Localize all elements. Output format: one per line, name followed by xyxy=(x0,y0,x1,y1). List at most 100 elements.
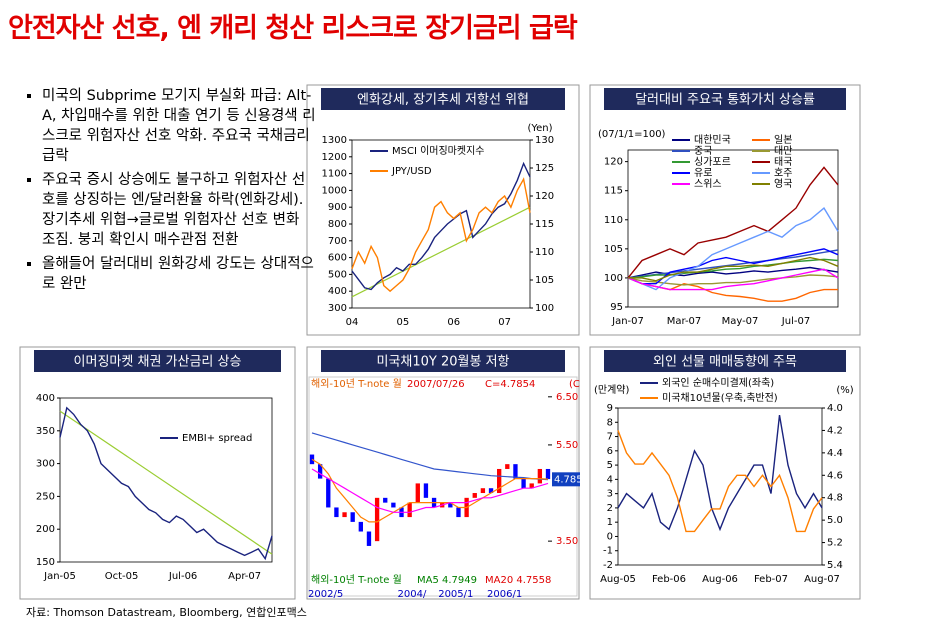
legend-label: 태국 xyxy=(774,156,792,168)
y-tick-label: 400 xyxy=(36,393,55,404)
panel-title: 엔화강세, 장기추세 저항선 위협 xyxy=(357,93,529,108)
panel-header xyxy=(321,350,565,372)
y2-tick-label: 5.4 xyxy=(827,560,843,571)
series-line xyxy=(59,406,273,561)
subtitle: (07/1/1=100) xyxy=(598,129,666,140)
y2-tick-label: 125 xyxy=(535,163,554,174)
y-tick-label: 1000 xyxy=(322,185,347,196)
y-tick-label: 800 xyxy=(328,219,347,230)
y-tick-label: 1200 xyxy=(322,152,347,163)
legend-label: JPY/USD xyxy=(391,166,432,177)
y-tick-label: 105 xyxy=(604,244,623,255)
series-line xyxy=(617,430,823,533)
y2-tick-label: 115 xyxy=(535,219,554,230)
bullets: 미국의 Subprime 모기지 부실화 파급: Alt-A, 차입매수를 위한… xyxy=(22,86,317,298)
panel xyxy=(589,346,861,600)
legend-label: 외국인 순매수미결제(좌축) xyxy=(662,377,774,389)
y2-tick-label: 4.8 xyxy=(827,493,843,504)
candle xyxy=(309,454,315,465)
series-line xyxy=(311,468,549,513)
y2-tick-label: 105 xyxy=(535,275,554,286)
candle xyxy=(366,531,372,546)
y-tick-label: 6 xyxy=(607,446,613,457)
x-tick-label: Jan-07 xyxy=(611,316,644,327)
y2-tick-label: 4.4 xyxy=(827,448,843,459)
y-tick-label: 6.50 xyxy=(556,392,578,403)
candle xyxy=(358,521,363,532)
y-tick-label: 0 xyxy=(607,531,613,542)
y-tick-label: -1 xyxy=(603,546,613,557)
trend-line xyxy=(351,206,531,298)
x-tick-label: Jul-06 xyxy=(168,571,197,582)
slide-title: 안전자산 선호, 엔 캐리 청산 리스크로 장기금리 급락 xyxy=(8,13,578,44)
y-tick-label: 3.50 xyxy=(556,536,578,547)
y-axis-label: (만계약) xyxy=(594,384,630,396)
y-tick-label: 1 xyxy=(607,517,613,528)
y2-tick-label: 4.0 xyxy=(827,403,843,414)
series-line xyxy=(311,432,549,481)
y2-tick-label: 4.2 xyxy=(827,425,843,436)
x-tick-label: 04 xyxy=(346,317,359,328)
x-tick-label: Feb-07 xyxy=(754,574,788,585)
y2-axis-label: (Yen) xyxy=(527,123,552,134)
legend-label: 영국 xyxy=(774,178,792,190)
chart-header-text: 해외-10년 T-note 월 xyxy=(311,377,402,390)
candle xyxy=(456,507,461,518)
candle xyxy=(350,512,355,522)
legend-label: MSCI 이머징마켓지수 xyxy=(392,145,485,157)
y-tick-label: 100 xyxy=(604,273,623,284)
chart-header-text: (C xyxy=(569,379,580,390)
candle xyxy=(537,468,543,484)
x-tick-label: Aug-05 xyxy=(600,574,636,585)
source: 자료: Thomson Datastream, Bloomberg, 연합인포맥… xyxy=(26,606,307,619)
series-line xyxy=(627,207,839,291)
y-tick-label: 350 xyxy=(36,426,55,437)
y-tick-label: 300 xyxy=(36,459,55,470)
y-tick-label: 700 xyxy=(328,236,347,247)
y2-tick-label: 110 xyxy=(535,247,554,258)
x-tick-label: Aug-07 xyxy=(804,574,840,585)
x-tick-label: 2005/1 xyxy=(438,589,473,600)
legend-label: 호주 xyxy=(774,167,792,179)
trend-line xyxy=(59,410,273,555)
y-tick-label: 500 xyxy=(328,269,347,280)
y-tick-label: 95 xyxy=(610,302,623,313)
series-line xyxy=(627,268,839,291)
y-tick-label: 8 xyxy=(607,417,613,428)
x-tick-label: Mar-07 xyxy=(667,316,702,327)
y-tick-label: 2 xyxy=(607,503,613,514)
plot-frame xyxy=(59,397,273,563)
panel-title: 달러대비 주요국 통화가치 상승률 xyxy=(635,93,815,108)
y-tick-label: 400 xyxy=(328,286,347,297)
chart-header-text: C=4.7854 xyxy=(485,379,535,390)
y-tick-label: 7 xyxy=(607,432,613,443)
x-tick-label: 2002/5 xyxy=(308,589,343,600)
candle xyxy=(497,468,502,494)
series-line xyxy=(627,249,839,279)
panel-title: 이머징마켓 채권 가산금리 상승 xyxy=(74,355,242,370)
panel-header xyxy=(34,350,281,372)
bullet: 미국의 Subprime 모기지 부실화 파급: Alt-A, 차입매수를 위한… xyxy=(42,86,317,166)
y-tick-label: 200 xyxy=(36,524,55,535)
bullet: 주요국 증시 상승에도 불구하고 위험자산 선호를 상징하는 엔/달러환율 하락… xyxy=(42,170,317,250)
candle xyxy=(513,464,518,479)
chart-footer-text: 해외-10년 T-note 월 xyxy=(311,573,402,586)
candle xyxy=(415,483,420,503)
chart-footer-text: MA5 4.7949 xyxy=(417,575,477,586)
series-line xyxy=(628,256,839,282)
legend-label: 대만 xyxy=(774,145,792,157)
y2-tick-label: 4.6 xyxy=(827,470,843,481)
y-tick-label: 1100 xyxy=(322,169,347,180)
y-tick-label: 115 xyxy=(604,186,623,197)
legend-label: 스위스 xyxy=(694,177,722,190)
x-tick-label: 2006/1 xyxy=(487,589,522,600)
y2-tick-label: 120 xyxy=(535,191,554,202)
candle xyxy=(529,483,534,489)
y2-tick-label: 130 xyxy=(535,135,554,146)
candle xyxy=(383,497,388,503)
candle xyxy=(334,507,339,518)
last-price-label: 4.785 xyxy=(554,474,583,485)
panel xyxy=(589,84,861,336)
